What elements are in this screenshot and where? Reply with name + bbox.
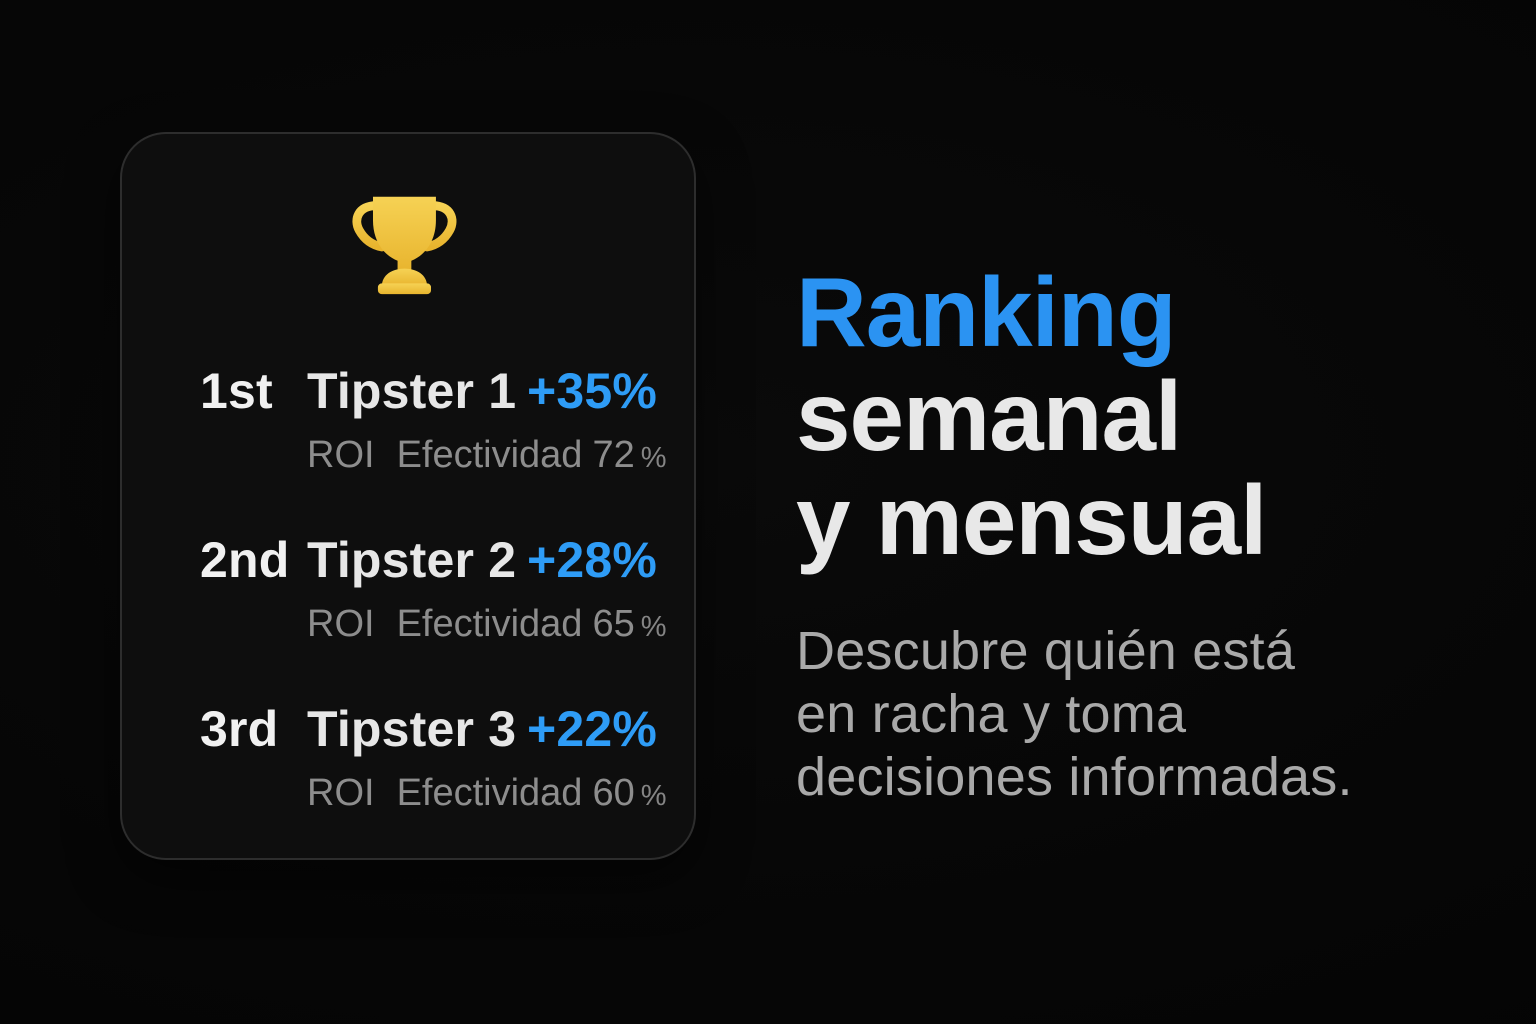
tipster-name: Tipster 2 xyxy=(307,532,517,588)
effectiveness-unit: % xyxy=(640,442,667,474)
subtitle-line-1: Descubre quién está xyxy=(796,621,1296,681)
roi-change-value: +22% xyxy=(527,701,658,757)
row-3-main: 3rd Tipster 3 +22% xyxy=(200,700,694,758)
row-3-stats: ROI Efectividad 60 % xyxy=(307,770,694,819)
title-line-3: y mensual xyxy=(796,465,1267,575)
effectiveness-value: 72 xyxy=(592,434,635,476)
rank-label: 2nd xyxy=(200,532,290,588)
roi-change-value: +28% xyxy=(527,532,658,588)
subtitle-line-3: decisiones informadas. xyxy=(796,747,1353,807)
effectiveness-unit: % xyxy=(640,780,667,812)
tipster-name: Tipster 1 xyxy=(307,363,517,419)
roi-label: ROI xyxy=(307,434,375,476)
ranking-card: 1st Tipster 1 +35% ROI Efectividad 72 % … xyxy=(120,132,696,860)
row-1-stats: ROI Efectividad 72 % xyxy=(307,432,694,481)
effectiveness-unit: % xyxy=(640,611,667,643)
leaderboard-row-2: 2nd Tipster 2 +28% ROI Efectividad 65 % xyxy=(200,531,694,650)
effectiveness-label: Efectividad xyxy=(396,603,583,645)
hero-subtitle: Descubre quién está en racha y toma deci… xyxy=(796,620,1436,809)
row-1-main: 1st Tipster 1 +35% xyxy=(200,362,694,420)
effectiveness-value: 60 xyxy=(592,772,635,814)
leaderboard-row-1: 1st Tipster 1 +35% ROI Efectividad 72 % xyxy=(200,362,694,481)
tipster-name: Tipster 3 xyxy=(307,701,517,757)
page-title: Ranking semanal y mensual xyxy=(796,260,1436,572)
title-line-2: semanal xyxy=(796,361,1182,471)
trophy-icon xyxy=(345,185,463,303)
hero-section: Ranking semanal y mensual Descubre quién… xyxy=(796,260,1436,809)
leaderboard-rows: 1st Tipster 1 +35% ROI Efectividad 72 % … xyxy=(122,362,694,819)
subtitle-line-2: en racha y toma xyxy=(796,684,1187,744)
rank-label: 3rd xyxy=(200,701,279,757)
title-accent-line: Ranking xyxy=(796,257,1177,367)
effectiveness-label: Efectividad xyxy=(396,434,583,476)
row-2-stats: ROI Efectividad 65 % xyxy=(307,601,694,650)
rank-label: 1st xyxy=(200,363,273,419)
roi-change-value: +35% xyxy=(527,363,658,419)
effectiveness-label: Efectividad xyxy=(396,772,583,814)
roi-label: ROI xyxy=(307,772,375,814)
roi-label: ROI xyxy=(307,603,375,645)
row-2-main: 2nd Tipster 2 +28% xyxy=(200,531,694,589)
effectiveness-value: 65 xyxy=(592,603,635,645)
leaderboard-row-3: 3rd Tipster 3 +22% ROI Efectividad 60 % xyxy=(200,700,694,819)
